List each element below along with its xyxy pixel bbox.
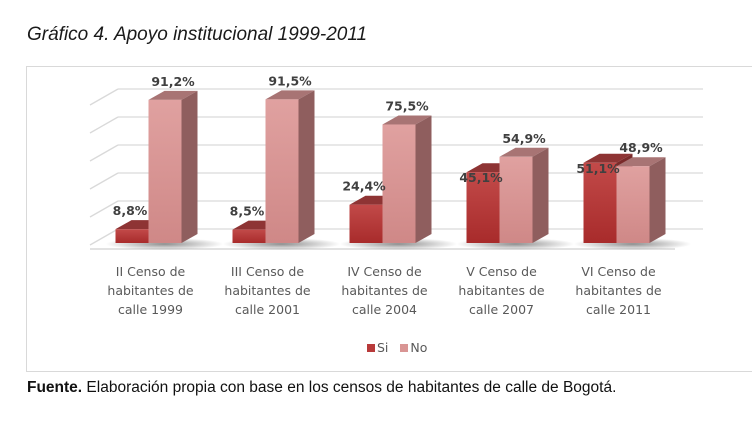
gridline-side xyxy=(89,144,119,162)
chart-legend: Si No xyxy=(367,340,435,355)
bar-si-top xyxy=(583,153,633,163)
gridline-side xyxy=(89,116,119,134)
bar-no-top xyxy=(148,90,198,100)
x-tick-label-line: calle 2004 xyxy=(352,302,417,317)
source-label: Fuente. xyxy=(27,379,83,396)
bar-no-top xyxy=(499,147,549,157)
gridline-side xyxy=(89,88,119,106)
data-label-si: 45,1% xyxy=(459,170,503,185)
x-tick-label-line: calle 2011 xyxy=(586,302,651,317)
gridline-side xyxy=(89,228,119,246)
data-label-no: 75,5% xyxy=(385,98,429,113)
legend-label-no: No xyxy=(410,340,428,355)
x-tick-label: III Censo de habitantes de calle 2001 xyxy=(213,262,323,319)
data-label-no: 48,9% xyxy=(619,140,663,155)
bar-no-side xyxy=(181,90,198,243)
data-label-si: 8,8% xyxy=(113,203,148,218)
bar-si xyxy=(466,172,500,243)
x-tick-label: VI Censo de habitantes de calle 2011 xyxy=(564,262,674,319)
bar-si xyxy=(583,162,617,243)
bar-no-side xyxy=(415,115,432,243)
x-tick-label: V Censo de habitantes de calle 2007 xyxy=(447,262,557,319)
legend-label-si: Si xyxy=(377,340,389,355)
bar-no-side xyxy=(649,157,666,243)
x-tick-label-line: IV Censo de xyxy=(347,264,422,279)
gridline-side xyxy=(89,200,119,218)
legend-item-si: Si xyxy=(367,340,388,355)
data-label-no: 54,9% xyxy=(502,131,546,146)
bar-no-top xyxy=(616,157,666,167)
source-text: Elaboración propia con base en los censo… xyxy=(82,379,617,396)
x-tick-label: II Censo de habitantes de calle 1999 xyxy=(96,262,206,319)
bar-no-top xyxy=(265,90,315,100)
legend-swatch-no xyxy=(400,343,409,352)
bar-no-top xyxy=(382,115,432,125)
x-tick-label-line: calle 1999 xyxy=(118,302,183,317)
legend-item-no: No xyxy=(400,340,427,355)
bar-no xyxy=(499,156,533,243)
source-note: Fuente. Elaboración propia con base en l… xyxy=(27,379,616,397)
x-tick-label: IV Censo de habitantes de calle 2004 xyxy=(330,262,440,319)
x-tick-label-line: habitantes de xyxy=(107,283,194,298)
chart-title: Gráfico 4. Apoyo institucional 1999-2011 xyxy=(27,24,368,45)
bar-si xyxy=(349,204,383,243)
bar-no-side xyxy=(298,90,315,243)
bar-no-side xyxy=(532,147,549,243)
x-tick-label-line: II Censo de xyxy=(115,264,186,279)
x-tick-label-line: habitantes de xyxy=(224,283,311,298)
data-label-no: 91,5% xyxy=(268,73,312,88)
data-label-no: 91,2% xyxy=(151,74,195,89)
x-tick-label-line: III Censo de xyxy=(230,264,305,279)
bar-no xyxy=(148,99,182,243)
data-label-si: 24,4% xyxy=(342,179,386,194)
x-tick-label-line: habitantes de xyxy=(458,283,545,298)
x-tick-label-line: habitantes de xyxy=(575,283,662,298)
gridline-side xyxy=(89,172,119,190)
x-tick-label-line: calle 2001 xyxy=(235,302,300,317)
data-label-si: 51,1% xyxy=(576,161,620,176)
bar-no xyxy=(382,124,416,243)
bar-si xyxy=(232,229,266,243)
legend-swatch-si xyxy=(367,343,375,352)
bar-si xyxy=(115,229,149,243)
chart-frame xyxy=(26,66,752,372)
x-tick-label-line: calle 2007 xyxy=(469,302,534,317)
data-label-si: 8,5% xyxy=(230,204,265,219)
bar-no xyxy=(265,99,299,243)
x-tick-label-line: VI Censo de xyxy=(581,264,656,279)
bar-no xyxy=(616,166,650,243)
x-tick-label-line: V Censo de xyxy=(466,264,537,279)
x-tick-label-line: habitantes de xyxy=(341,283,428,298)
